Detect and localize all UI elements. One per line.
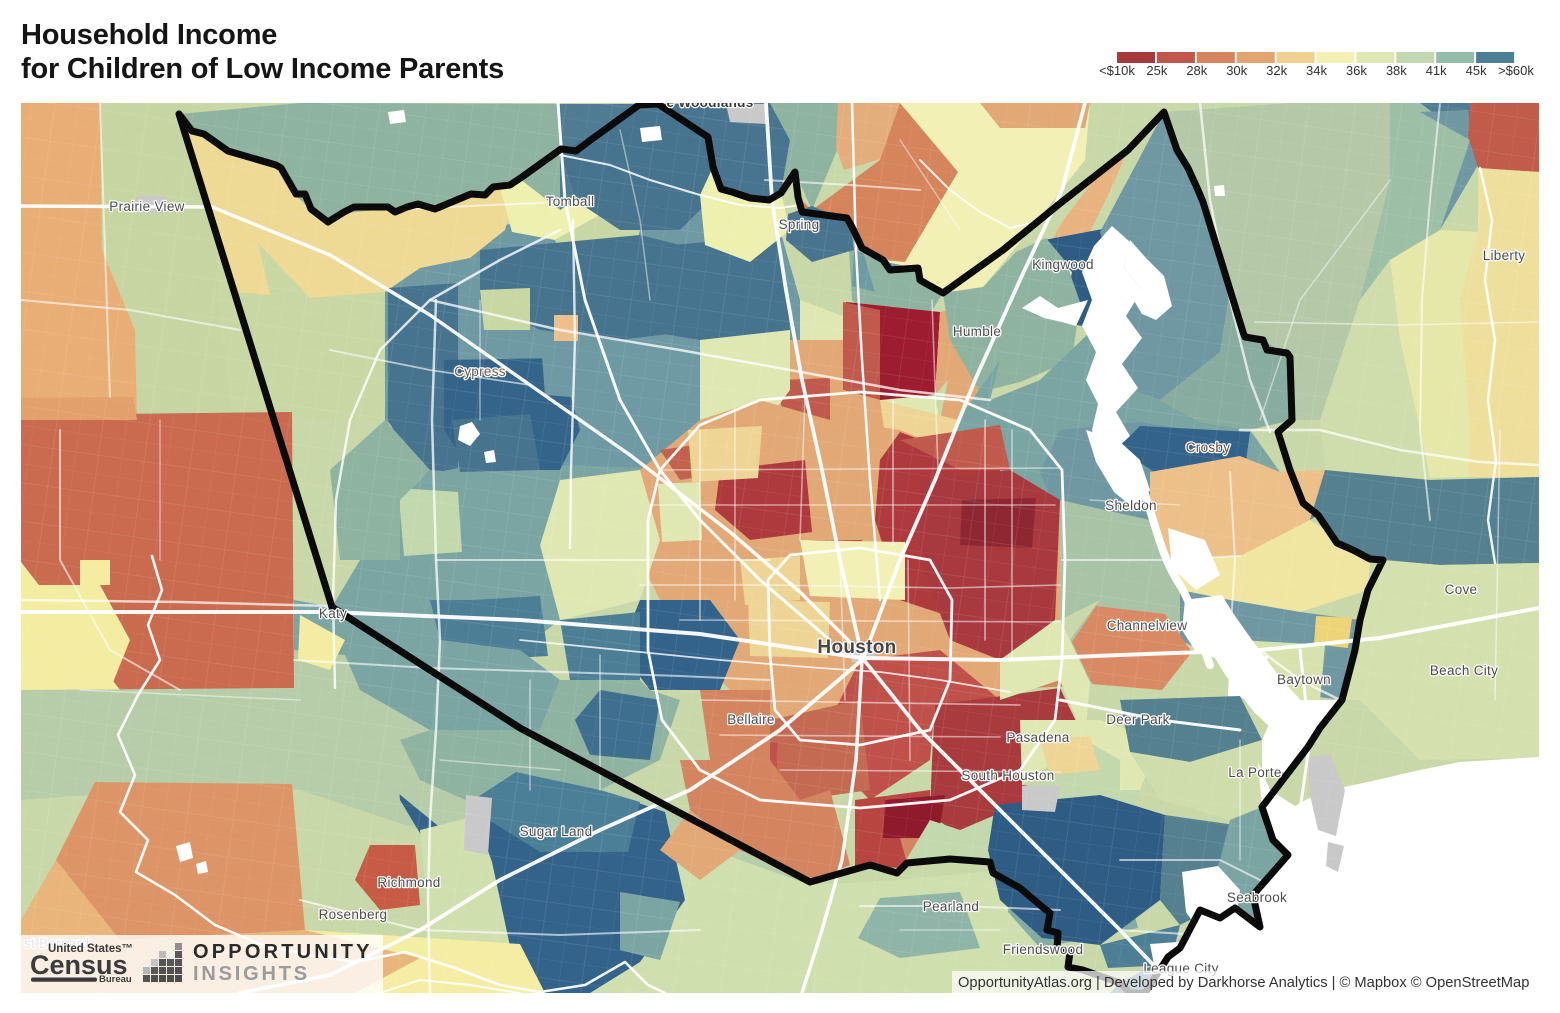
svg-text:38k: 38k: [1386, 63, 1407, 78]
svg-text:Humble: Humble: [953, 324, 1001, 339]
svg-text:30k: 30k: [1226, 63, 1247, 78]
svg-text:Prairie View: Prairie View: [109, 199, 184, 214]
svg-text:45k: 45k: [1466, 63, 1487, 78]
svg-text:Spring: Spring: [779, 217, 820, 232]
svg-text:Richmond: Richmond: [377, 875, 440, 890]
svg-text:Liberty: Liberty: [1483, 248, 1526, 263]
svg-text:Sugar Land: Sugar Land: [520, 824, 593, 839]
svg-text:28k: 28k: [1186, 63, 1207, 78]
svg-text:e Woodlands: e Woodlands: [666, 95, 753, 110]
svg-text:Crosby: Crosby: [1186, 440, 1231, 455]
svg-text:41k: 41k: [1426, 63, 1447, 78]
svg-text:Deer Park: Deer Park: [1106, 712, 1169, 727]
svg-text:South Houston: South Houston: [961, 768, 1054, 783]
svg-text:Baytown: Baytown: [1277, 672, 1331, 687]
svg-text:32k: 32k: [1266, 63, 1287, 78]
svg-text:La Porte: La Porte: [1228, 765, 1281, 780]
svg-text:34k: 34k: [1306, 63, 1327, 78]
svg-text:Pearland: Pearland: [923, 899, 979, 914]
svg-text:Household Income: Household Income: [21, 19, 277, 51]
svg-text:Friendswood: Friendswood: [1003, 942, 1084, 957]
svg-text:INSIGHTS: INSIGHTS: [193, 963, 310, 985]
svg-text:Cypress: Cypress: [454, 364, 506, 379]
svg-text:Kingwood: Kingwood: [1032, 257, 1094, 272]
svg-text:Channelview: Channelview: [1107, 618, 1188, 633]
svg-text:Bureau: Bureau: [99, 974, 132, 985]
svg-text:OpportunityAtlas.org | Develop: OpportunityAtlas.org | Developed by Dark…: [958, 975, 1529, 991]
svg-text:OPPORTUNITY: OPPORTUNITY: [193, 941, 373, 963]
svg-text:Tomball: Tomball: [546, 194, 595, 209]
svg-text:Cove: Cove: [1445, 582, 1478, 597]
svg-text:Bellaire: Bellaire: [727, 712, 774, 727]
svg-text:for Children of Low Income Par: for Children of Low Income Parents: [21, 53, 504, 85]
svg-text:<$10k: <$10k: [1099, 63, 1135, 78]
svg-text:United States™: United States™: [48, 943, 133, 955]
svg-text:Katy: Katy: [319, 606, 347, 621]
svg-text:Pasadena: Pasadena: [1006, 730, 1069, 745]
svg-text:Beach City: Beach City: [1430, 663, 1498, 678]
svg-text:25k: 25k: [1146, 63, 1167, 78]
svg-text:Houston: Houston: [817, 637, 896, 658]
svg-text:Census: Census: [30, 950, 128, 980]
svg-text:Seabrook: Seabrook: [1227, 890, 1287, 905]
svg-text:Rosenberg: Rosenberg: [319, 907, 388, 922]
svg-text:Sheldon: Sheldon: [1105, 498, 1157, 513]
svg-text:>$60k: >$60k: [1498, 63, 1534, 78]
svg-text:36k: 36k: [1346, 63, 1367, 78]
